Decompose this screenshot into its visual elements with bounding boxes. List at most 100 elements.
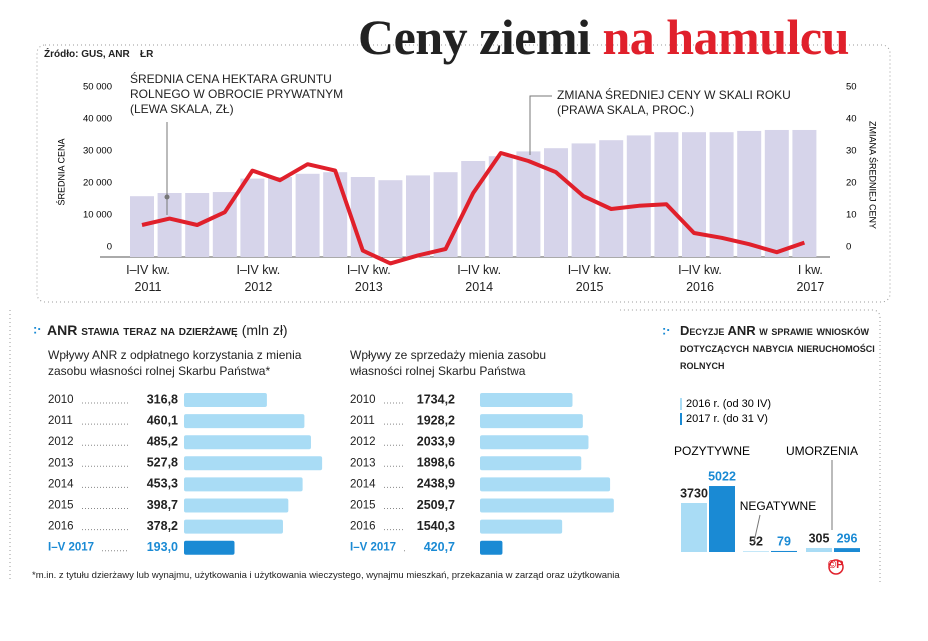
bar [323,172,348,257]
bar [480,435,589,450]
panel-subtitle: Wpływy ze sprzedaży mienia zasobu własno… [350,348,547,378]
category-label: I–V 2017 [350,542,396,554]
value-label: 1734,2 [417,392,455,406]
section-frame [9,309,881,582]
value-label: 296 [837,531,858,545]
legend-label: 2017 r. (do 31 V) [686,413,768,425]
value-label: 1928,2 [417,413,455,427]
category-label: I–V 2017 [48,542,94,554]
value-label: 316,8 [147,392,178,406]
bar [480,540,503,555]
category-label: 2012 [48,436,74,448]
category-label: POZYTYWNE [674,444,750,458]
bar [184,456,323,471]
bar [480,393,573,407]
chart-frame [36,44,891,303]
bar [737,130,762,257]
value-label: 5022 [708,469,736,483]
bar [350,177,375,257]
category-label: 2016 [48,521,74,533]
bar [599,140,624,257]
value-label: 2509,7 [417,498,455,512]
value-label: 2438,9 [417,477,455,491]
category-label: 2011 [350,415,375,427]
section-marker: :· [33,321,42,336]
bar [709,486,735,552]
value-label: 398,7 [147,498,178,512]
bar [130,196,154,257]
logo-ring [828,559,844,575]
category-label: 2015 [350,500,376,512]
value-label: 305 [809,531,830,545]
category-label: 2010 [350,394,376,406]
title-text: Ceny ziemi [358,9,591,65]
y2-tick-label: 50 [846,82,857,93]
bar [834,548,860,552]
section-title: Decyzje ANR w sprawie wniosków dotyczący… [680,323,875,372]
bar [516,151,541,257]
bar [544,148,568,257]
bar [157,193,182,257]
value-label: 1898,6 [417,456,455,470]
bar [184,477,303,492]
y2-tick-label: 10 [846,210,857,221]
bar [433,172,458,257]
y2-tick-label: 30 [846,146,857,157]
bar [480,414,583,429]
leader-line [529,95,552,155]
author: ŁR [140,49,154,60]
copyright: ©P [828,559,844,571]
category-label: 2013 [350,457,376,469]
legend-label: 2016 r. (od 30 IV) [686,398,771,410]
bar [681,502,707,552]
legend-swatch [680,413,682,425]
y-tick-label: 10 000 [83,210,112,221]
title-highlight: na hamulcu [602,9,849,65]
bar [268,177,292,257]
value-label: 460,1 [147,413,178,427]
bar [682,132,706,257]
bar [184,519,283,534]
bar [184,414,305,429]
value-label: 193,0 [147,540,178,554]
leader-line [753,514,761,543]
bar [743,551,769,552]
bar [240,178,265,257]
category-label: 2016 [350,521,376,533]
y-tick-label: 0 [107,242,112,253]
section-marker: :· [662,322,671,337]
source: Źródło: GUS, ANR [44,49,130,60]
category-label: 2014 [350,478,376,490]
value-label: 2033,9 [417,434,455,448]
bar [184,540,235,555]
value-label: 3730 [680,486,708,500]
y2-tick-label: 20 [846,178,857,189]
value-label: 52 [749,535,763,549]
bar [295,173,320,257]
category-label: 2011 [48,415,73,427]
value-label: 453,3 [147,477,178,491]
category-label: 2012 [350,436,376,448]
bar [480,477,611,492]
y-tick-label: 40 000 [83,114,112,125]
bar [806,547,832,552]
x-tick-label: I–IV kw. 2014 [457,263,502,294]
value-label: 1540,3 [417,519,455,533]
y-axis-label: ŚREDNIA CENA [55,138,66,205]
bar [184,435,311,450]
y-tick-label: 30 000 [83,146,112,157]
bar [184,393,267,407]
y-tick-label: 50 000 [83,82,112,93]
category-label: 2013 [48,457,74,469]
y2-tick-label: 40 [846,114,857,125]
bar [184,498,289,513]
bar [771,550,797,552]
bar [480,519,563,534]
x-tick-label: I–IV kw. 2016 [678,263,722,294]
page-title: Ceny ziemi na hamulcu [358,8,849,66]
x-tick-label: I–IV kw. 2011 [126,263,170,294]
category-label: NEGATYWNE [740,499,816,513]
y2-tick-label: 0 [846,242,851,253]
